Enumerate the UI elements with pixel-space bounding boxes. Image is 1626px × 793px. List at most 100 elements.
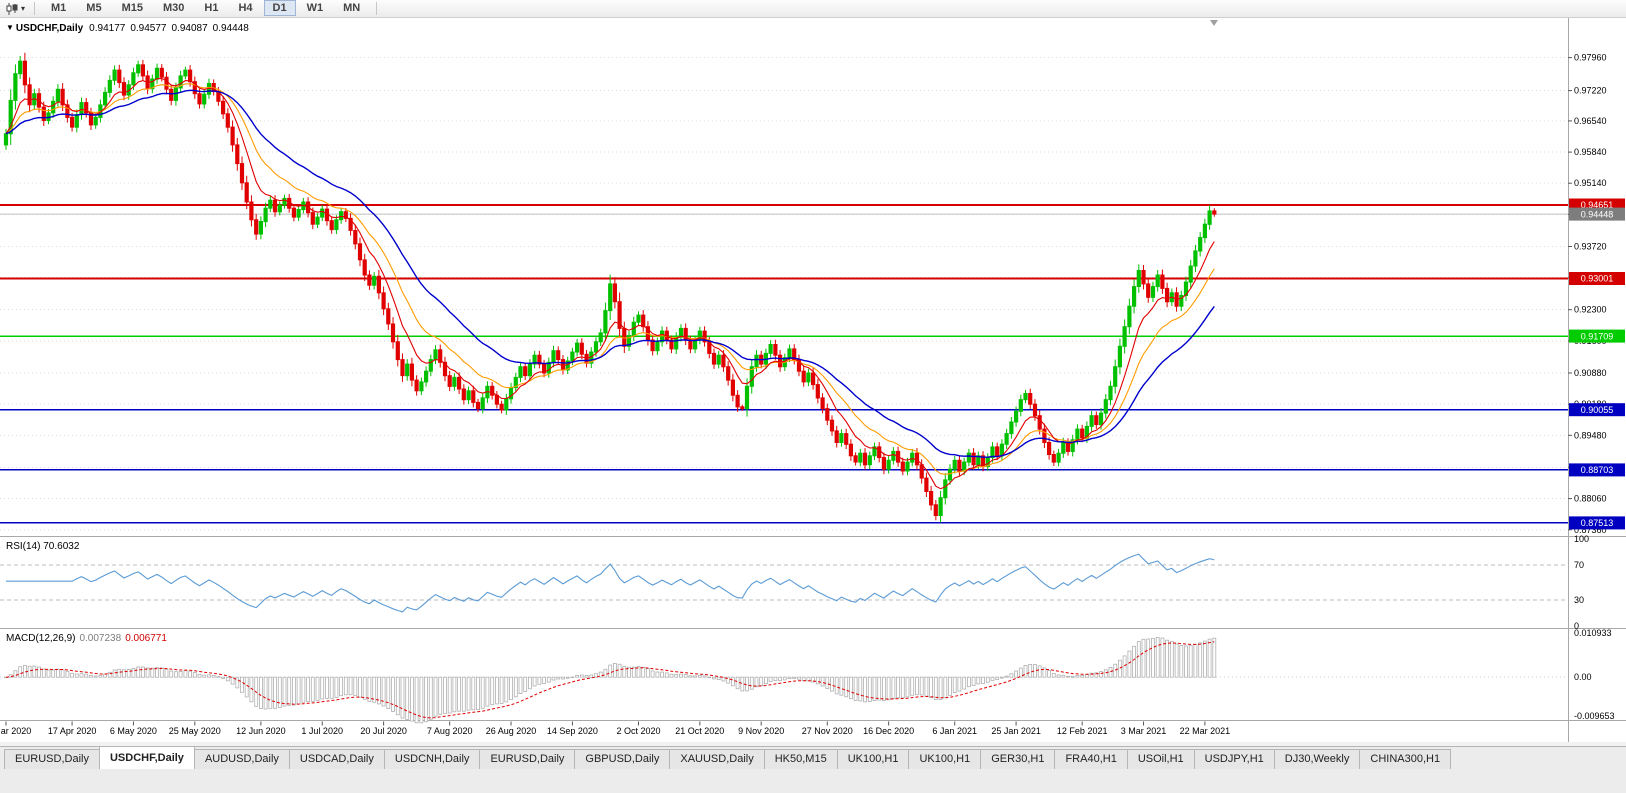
toolbar: ▾ M1 M5 M15 M30 H1 H4 D1 W1 MN [0,0,1626,18]
svg-text:0.94651: 0.94651 [1581,200,1614,210]
macd-name: MACD(12,26,9) [6,633,76,644]
chart-window[interactable]: 30 Mar 2020 17 Apr 2020 6 May 2020 25 May 2… [0,18,1626,742]
chart-tab-uk100-h1[interactable]: UK100,H1 [908,749,982,769]
chart-type-dropdown-caret[interactable]: ▾ [21,4,26,13]
svg-text:0.96540: 0.96540 [1574,116,1607,126]
candlestick-series [3,52,1217,523]
svg-text:0.00: 0.00 [1574,672,1592,682]
chart-tab-usdchf-daily[interactable]: USDCHF,Daily [98,747,195,769]
chart-tab-usdcad-daily[interactable]: USDCAD,Daily [288,749,385,769]
level-price-badge [1569,463,1625,477]
time-axis[interactable]: 30 Mar 2020 17 Apr 2020 6 May 2020 25 May 2… [0,721,1231,737]
svg-text:0.93001: 0.93001 [1581,274,1614,284]
toolbar-separator [34,2,36,15]
svg-text:25 May 2020: 25 May 2020 [169,726,221,736]
chart-tab-usdjpy-h1[interactable]: USDJPY,H1 [1193,749,1275,769]
support-resistance-lines[interactable] [0,204,1568,524]
svg-text:0.94448: 0.94448 [1581,209,1614,219]
timeframe-buttons: M1 M5 M15 M30 H1 H4 D1 W1 MN [41,0,370,16]
window-gap [0,742,1626,746]
chart-shift-marker-icon[interactable] [1210,20,1218,26]
svg-text:0.87360: 0.87360 [1574,525,1607,535]
price-chart-canvas[interactable]: 30 Mar 2020 17 Apr 2020 6 May 2020 25 May 2… [0,18,1626,742]
timeframe-button-w1[interactable]: W1 [306,2,324,14]
rsi-line [6,553,1215,613]
svg-text:100: 100 [1574,534,1589,544]
level-price-badge [1569,329,1625,343]
svg-text:0.90055: 0.90055 [1581,405,1614,415]
svg-text:25 Jan 2021: 25 Jan 2021 [991,726,1041,736]
svg-text:1 Jul 2020: 1 Jul 2020 [301,726,343,736]
timeframe-button-m15[interactable]: M15 [121,2,143,14]
svg-text:0.90880: 0.90880 [1574,368,1607,378]
svg-text:0.89480: 0.89480 [1574,430,1607,440]
timeframe-button-m1[interactable]: M1 [51,2,67,14]
price-axis[interactable]: 0.97960 0.97220 0.96540 0.95840 0.95140 0.944… [1568,18,1625,742]
timeframe-button-d1[interactable]: D1 [263,0,296,16]
svg-text:21 Oct 2020: 21 Oct 2020 [675,726,724,736]
svg-text:6 May 2020: 6 May 2020 [110,726,157,736]
svg-text:22 Mar 2021: 22 Mar 2021 [1180,726,1231,736]
rsi-panel [0,564,1568,601]
timeframe-button-m5[interactable]: M5 [86,2,102,14]
svg-text:14 Sep 2020: 14 Sep 2020 [547,726,598,736]
svg-text:0.87513: 0.87513 [1581,518,1614,528]
chart-tab-usoil-h1[interactable]: USOil,H1 [1126,749,1195,769]
svg-text:0.93720: 0.93720 [1574,242,1607,252]
chart-tab-eurusd-daily[interactable]: EURUSD,Daily [479,749,576,769]
svg-text:0.010933: 0.010933 [1574,628,1612,638]
svg-text:0.95840: 0.95840 [1574,147,1607,157]
level-price-badge [1569,403,1625,417]
svg-text:7 Aug 2020: 7 Aug 2020 [427,726,473,736]
macd-indicator-label: MACD(12,26,9) 0.007238 0.006771 [6,633,167,644]
timeframe-button-h4[interactable]: H4 [238,2,253,14]
window-bottom [0,769,1626,793]
symbol-ohlc-header: ▼ USDCHF,Daily 0.94177 0.94577 0.94087 0.9444… [6,23,254,34]
timeframe-button-mn[interactable]: MN [343,2,361,14]
svg-text:0.95140: 0.95140 [1574,178,1607,188]
chart-tab-fra40-h1[interactable]: FRA40,H1 [1054,749,1128,769]
chart-tab-hk50-m15[interactable]: HK50,M15 [763,749,838,769]
chart-tab-dj30-weekly[interactable]: DJ30,Weekly [1273,749,1361,769]
chart-tab-china300-h1[interactable]: CHINA300,H1 [1359,749,1452,769]
svg-text:12 Feb 2021: 12 Feb 2021 [1057,726,1108,736]
svg-text:3 Mar 2021: 3 Mar 2021 [1121,726,1167,736]
chart-tab-ger30-h1[interactable]: GER30,H1 [980,749,1056,769]
chart-tab-usdcnh-daily[interactable]: USDCNH,Daily [383,749,481,769]
svg-text:0.91709: 0.91709 [1581,331,1614,341]
svg-text:30: 30 [1574,595,1584,605]
chart-tab-xauusd-daily[interactable]: XAUUSD,Daily [669,749,765,769]
timeframe-button-m30[interactable]: M30 [162,2,185,14]
rsi-indicator-label: RSI(14) 70.6032 [6,541,80,552]
chart-tab-gbpusd-daily[interactable]: GBPUSD,Daily [574,749,671,769]
chart-tab-audusd-daily[interactable]: AUDUSD,Daily [193,749,290,769]
svg-text:12 Jun 2020: 12 Jun 2020 [236,726,286,736]
candlestick-chart-icon[interactable] [5,2,19,15]
timeframe-button-h1[interactable]: H1 [204,2,219,14]
svg-text:30 Mar 2020: 30 Mar 2020 [0,726,31,736]
svg-text:0: 0 [1574,621,1579,631]
macd-main-value: 0.007238 [79,633,122,644]
chart-tabs-bar: EURUSD,Daily USDCHF,Daily AUDUSD,Daily USDC… [0,746,1626,769]
svg-text:-0.009653: -0.009653 [1574,711,1615,721]
svg-text:17 Apr 2020: 17 Apr 2020 [48,726,97,736]
chart-tab-uk100-h1[interactable]: UK100,H1 [836,749,910,769]
chart-tab-eurusd-daily[interactable]: EURUSD,Daily [4,749,100,769]
ma-slow-line [5,89,1215,458]
svg-text:9 Nov 2020: 9 Nov 2020 [738,726,784,736]
macd-panel [0,637,1568,724]
svg-text:27 Nov 2020: 27 Nov 2020 [802,726,853,736]
macd-signal-value: 0.006771 [125,633,167,644]
ohlc-close: 0.94448 [212,23,249,34]
svg-text:2 Oct 2020: 2 Oct 2020 [616,726,660,736]
ma-fast-line [5,77,1215,490]
svg-text:70: 70 [1574,560,1584,570]
macd-signal-line [5,641,1215,719]
svg-text:0.97220: 0.97220 [1574,86,1607,96]
svg-text:20 Jul 2020: 20 Jul 2020 [360,726,407,736]
ohlc-low: 0.94087 [171,23,208,34]
svg-text:6 Jan 2021: 6 Jan 2021 [932,726,977,736]
svg-text:0.88060: 0.88060 [1574,494,1607,504]
toolbar-separator [376,2,378,15]
svg-text:0.88703: 0.88703 [1581,465,1614,475]
